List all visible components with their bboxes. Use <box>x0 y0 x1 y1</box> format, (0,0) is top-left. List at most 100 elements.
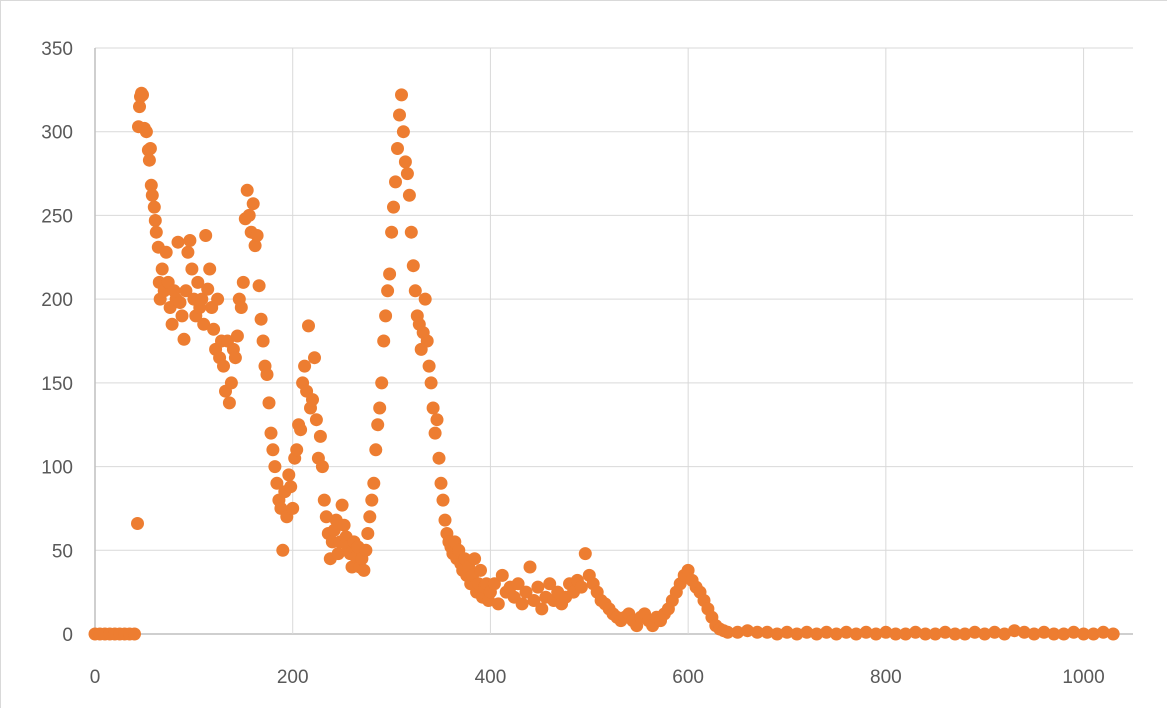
data-point <box>381 284 395 298</box>
data-point <box>810 627 824 641</box>
data-point <box>181 245 195 259</box>
data-point <box>191 275 205 289</box>
data-point <box>422 359 436 373</box>
y-tick-labels: 0 50 100 150 200 250 300 350 <box>41 39 73 646</box>
data-point <box>142 153 156 167</box>
data-point <box>367 476 381 490</box>
data-point <box>1017 625 1031 639</box>
data-point <box>780 625 794 639</box>
data-point <box>406 259 420 273</box>
x-tick-label: 1000 <box>1062 667 1104 688</box>
data-point <box>195 292 209 306</box>
data-point <box>849 627 863 641</box>
data-point <box>361 527 375 540</box>
data-point <box>741 624 754 638</box>
data-point <box>201 282 215 296</box>
data-point <box>155 262 169 276</box>
data-point <box>373 401 387 415</box>
data-point <box>869 627 883 641</box>
data-point <box>396 125 410 139</box>
data-point <box>387 200 400 214</box>
data-point <box>428 426 442 440</box>
y-tick-label: 300 <box>41 123 73 144</box>
data-point <box>143 142 157 155</box>
data-point <box>535 602 549 616</box>
data-point <box>820 625 833 639</box>
data-point <box>899 627 913 641</box>
data-point <box>217 359 230 373</box>
data-point <box>171 235 185 249</box>
y-tick-label: 0 <box>62 625 73 646</box>
data-point <box>199 229 213 242</box>
data-point <box>136 88 149 102</box>
data-point <box>309 413 323 427</box>
data-point <box>335 498 349 512</box>
data-point <box>224 376 238 390</box>
data-point <box>383 267 397 281</box>
data-point <box>800 625 814 639</box>
data-point <box>313 429 327 443</box>
data-point <box>179 284 193 298</box>
data-point <box>436 493 450 507</box>
data-point <box>252 279 266 293</box>
data-point <box>487 577 501 591</box>
data-point <box>1067 625 1081 639</box>
data-point <box>242 208 256 222</box>
x-tick-labels: 0 200 400 600 800 1000 <box>90 667 1105 688</box>
data-point <box>790 627 804 641</box>
data-point <box>365 493 379 507</box>
x-tick-label: 800 <box>870 667 902 688</box>
data-point <box>315 460 329 474</box>
data-point <box>317 493 331 507</box>
y-tick-label: 50 <box>52 541 73 562</box>
data-point <box>268 460 282 474</box>
data-point <box>131 517 144 530</box>
data-point <box>721 625 735 639</box>
data-point <box>230 329 244 343</box>
data-point <box>400 167 414 181</box>
data-point <box>468 552 482 566</box>
data-point <box>839 625 853 639</box>
data-point <box>262 396 276 410</box>
data-point <box>523 560 537 574</box>
data-point <box>276 543 290 557</box>
data-point <box>177 332 191 346</box>
data-point <box>185 262 199 276</box>
y-tick-label: 250 <box>41 206 73 227</box>
data-point <box>175 309 189 323</box>
data-point <box>1087 627 1100 641</box>
data-point <box>495 568 509 582</box>
data-point <box>173 296 187 309</box>
data-point <box>938 625 952 639</box>
data-point <box>731 625 745 639</box>
data-point <box>234 301 248 314</box>
data-point <box>889 627 903 641</box>
data-point <box>393 108 406 122</box>
data-point <box>254 312 268 326</box>
data-point <box>148 214 162 227</box>
data-point <box>432 451 446 465</box>
data-point <box>928 627 942 641</box>
data-point <box>369 443 383 457</box>
data-point <box>1106 627 1120 641</box>
data-point <box>1096 625 1110 639</box>
y-tick-label: 200 <box>41 290 73 311</box>
data-point <box>978 627 992 641</box>
data-point <box>681 563 695 577</box>
data-point <box>128 627 141 641</box>
data-point <box>438 513 452 527</box>
data-points <box>88 86 1120 641</box>
data-point <box>418 292 432 306</box>
data-point <box>515 597 529 611</box>
data-point <box>203 262 217 276</box>
data-point <box>389 175 402 189</box>
data-point <box>264 426 278 440</box>
data-point <box>474 563 487 577</box>
y-tick-label: 350 <box>41 39 73 60</box>
data-point <box>357 563 371 577</box>
data-point <box>574 580 588 594</box>
data-point <box>420 334 434 348</box>
data-point <box>395 88 408 102</box>
data-point <box>434 476 448 490</box>
data-point <box>197 317 211 331</box>
